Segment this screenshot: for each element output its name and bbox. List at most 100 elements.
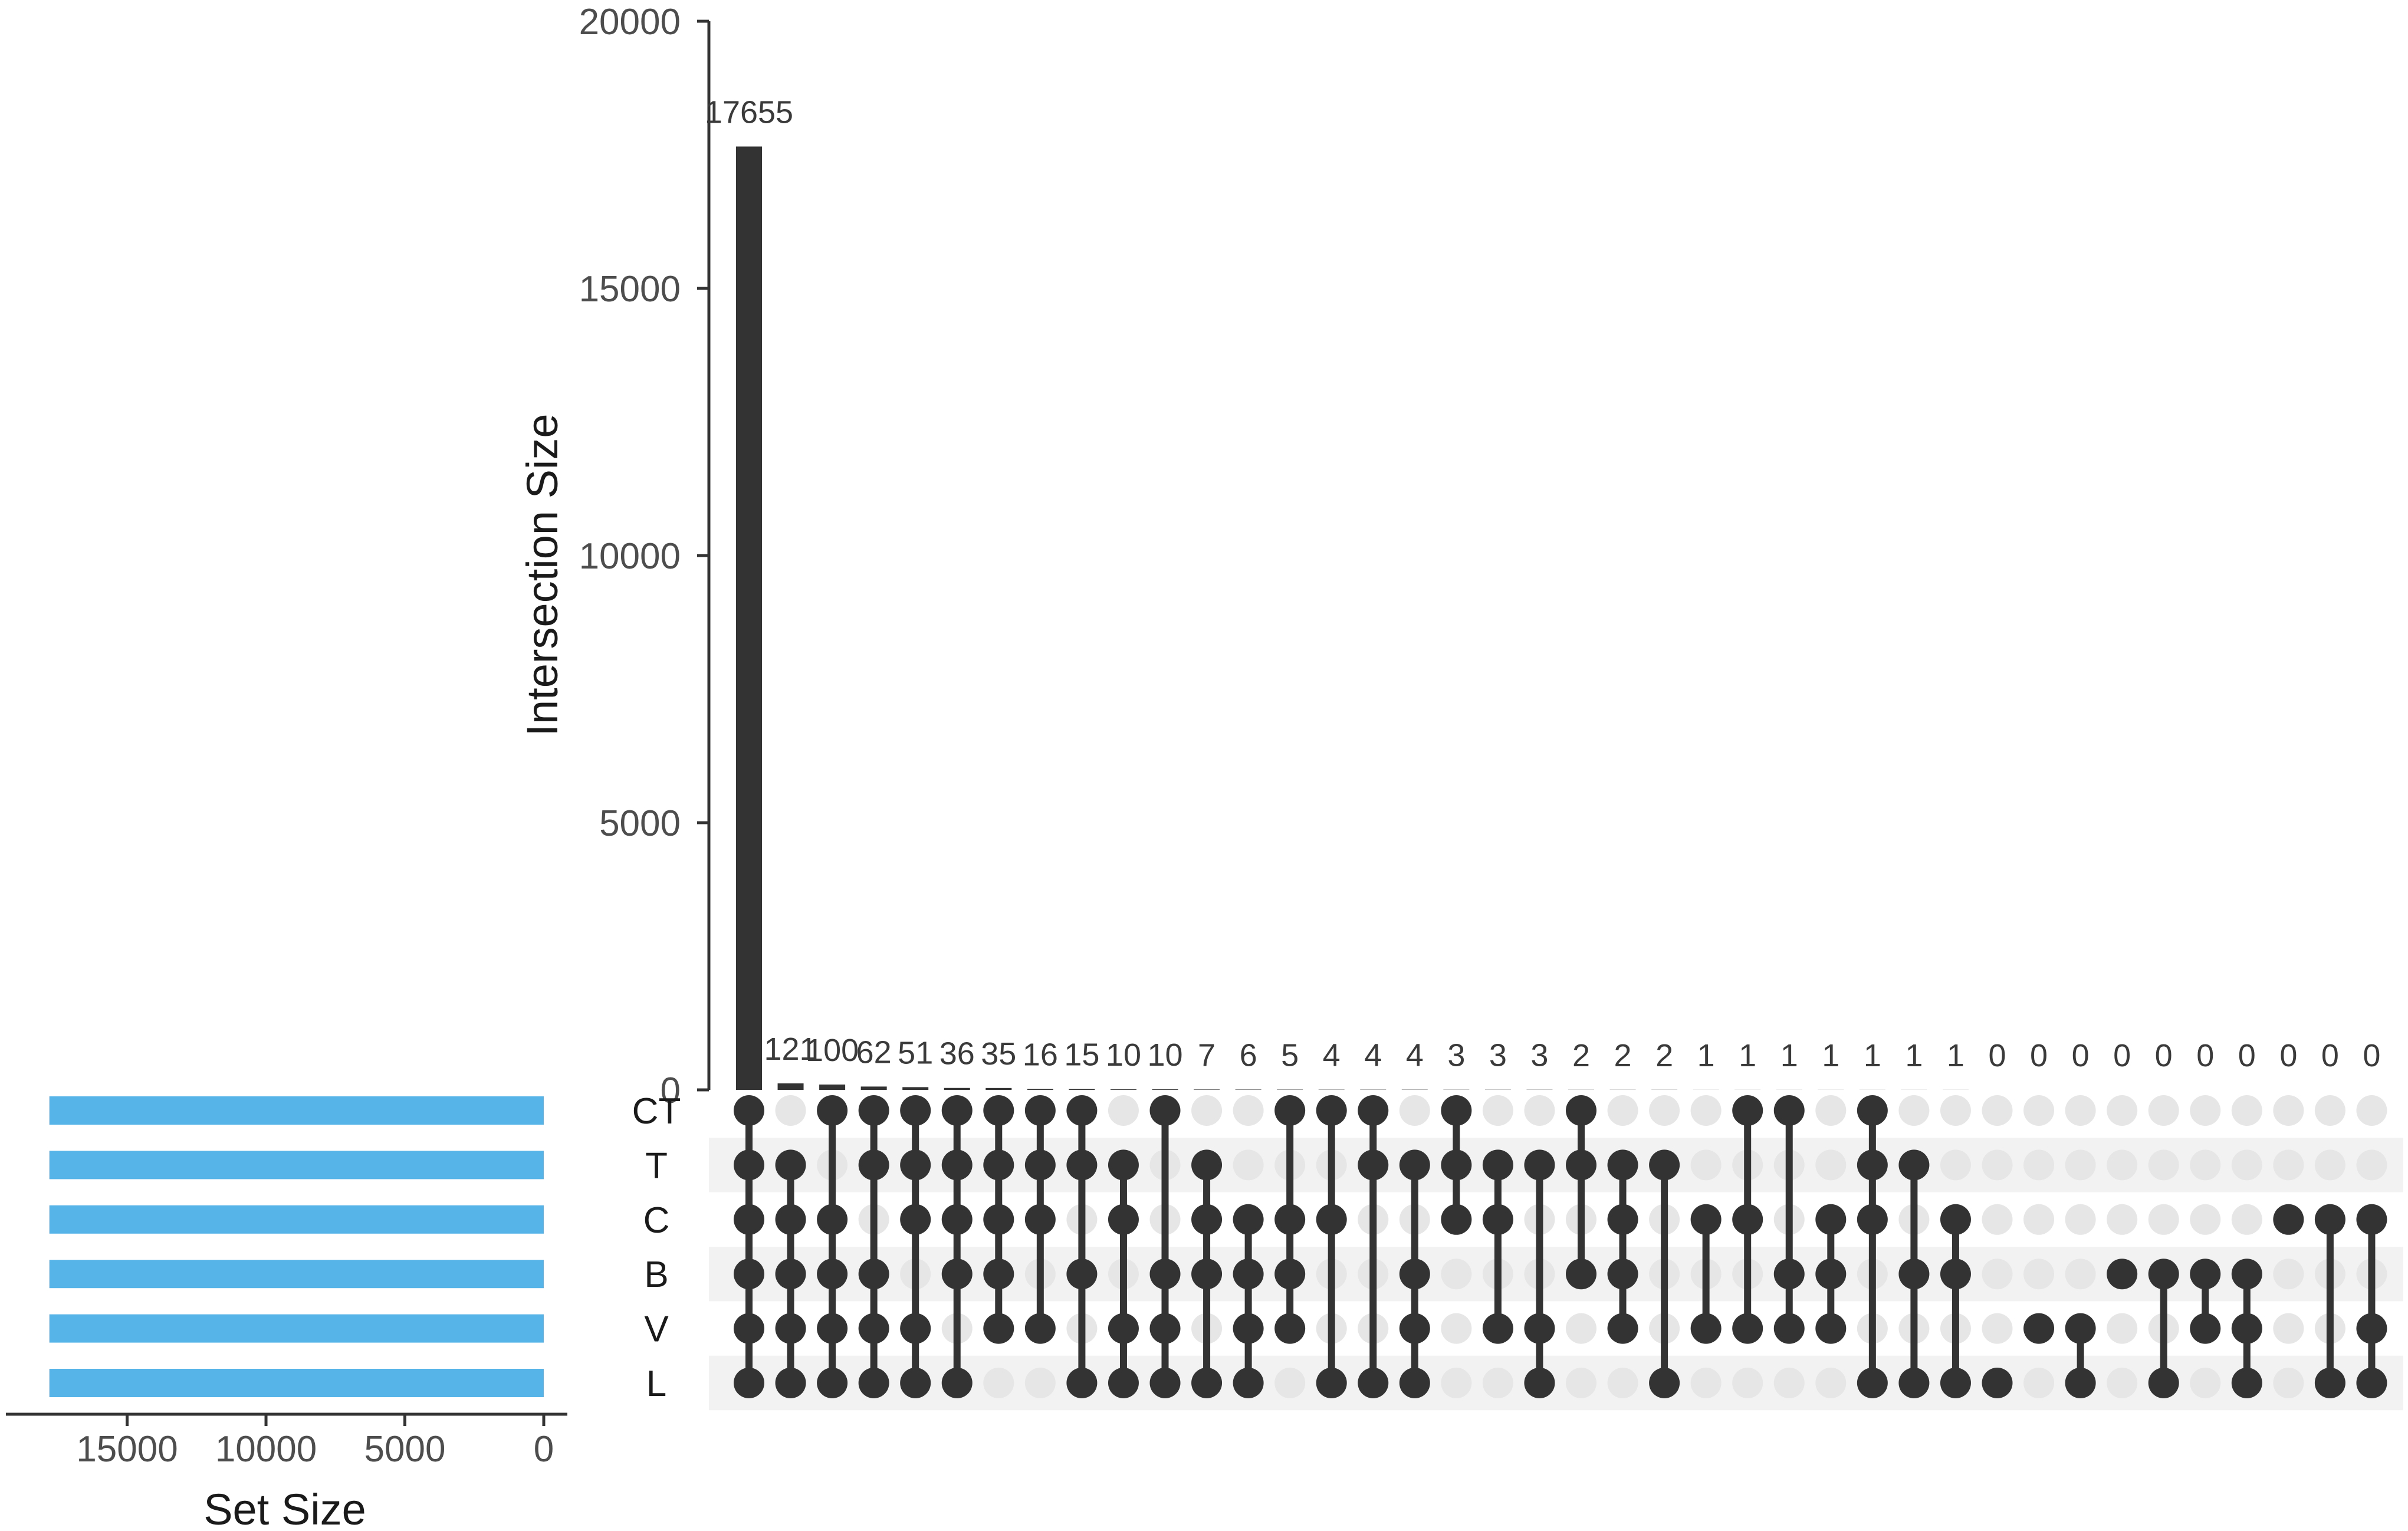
- member-dot: [1399, 1259, 1430, 1290]
- member-dot: [817, 1204, 848, 1235]
- x-tick-label: 5000: [364, 1429, 446, 1470]
- member-dot: [734, 1204, 764, 1235]
- intersection-value-label: 15: [1064, 1037, 1099, 1073]
- member-dot: [1024, 1149, 1056, 1181]
- member-dot: [1898, 1149, 1930, 1181]
- set-size-bar-b: [49, 1260, 544, 1289]
- empty-dot: [1690, 1368, 1722, 1398]
- empty-dot: [1607, 1368, 1638, 1398]
- member-dot: [1773, 1313, 1805, 1344]
- member-dot: [734, 1368, 764, 1398]
- intersection-value-label: 4: [1364, 1038, 1382, 1073]
- member-dot: [734, 1095, 764, 1126]
- member-dot: [1024, 1204, 1056, 1235]
- member-dot: [900, 1149, 931, 1181]
- empty-dot: [1815, 1149, 1847, 1181]
- empty-dot: [1441, 1368, 1472, 1398]
- member-dot: [1108, 1204, 1139, 1235]
- member-dot: [858, 1259, 889, 1290]
- empty-dot: [1940, 1095, 1971, 1126]
- member-dot: [900, 1368, 931, 1398]
- intersection-value-label: 0: [2155, 1038, 2173, 1073]
- empty-dot: [2023, 1095, 2055, 1126]
- member-dot: [1316, 1368, 1347, 1398]
- empty-dot: [1482, 1095, 1513, 1126]
- member-dot: [858, 1368, 889, 1398]
- empty-dot: [2231, 1204, 2262, 1235]
- empty-dot: [1566, 1368, 1596, 1398]
- member-dot: [817, 1368, 848, 1398]
- member-dot: [1441, 1149, 1472, 1181]
- intersection-bar: [944, 1088, 970, 1090]
- member-dot: [1566, 1259, 1596, 1290]
- member-dot: [1649, 1368, 1680, 1398]
- empty-dot: [2148, 1204, 2179, 1235]
- member-dot: [1358, 1149, 1389, 1181]
- member-dot: [1815, 1313, 1847, 1344]
- intersection-value-label: 62: [856, 1034, 892, 1070]
- member-dot: [1233, 1313, 1264, 1344]
- member-dot: [1898, 1368, 1930, 1398]
- member-dot: [1024, 1095, 1056, 1126]
- member-dot: [1482, 1149, 1513, 1181]
- member-dot: [1274, 1204, 1306, 1235]
- member-dot: [1108, 1368, 1139, 1398]
- member-dot: [2231, 1259, 2262, 1290]
- member-dot: [900, 1095, 931, 1126]
- intersection-size-axis: 0 5000 10000 15000 20000: [579, 2, 711, 1111]
- set-name-b: B: [644, 1254, 668, 1295]
- set-name-ct: CT: [632, 1091, 681, 1132]
- member-dot: [1524, 1313, 1555, 1344]
- member-dot: [1399, 1149, 1430, 1181]
- empty-dot: [2273, 1095, 2304, 1126]
- set-size-bar-c: [49, 1205, 544, 1234]
- member-dot: [1233, 1204, 1264, 1235]
- intersection-value-label: 6: [1240, 1037, 1257, 1073]
- member-dot: [1566, 1095, 1596, 1126]
- member-dot: [1982, 1368, 2013, 1398]
- empty-dot: [2065, 1259, 2096, 1290]
- intersection-bar: [985, 1088, 1012, 1090]
- empty-dot: [2107, 1368, 2138, 1398]
- intersection-bar: [902, 1087, 929, 1090]
- y-tick-label: 0: [661, 1070, 681, 1111]
- member-dot: [1066, 1095, 1098, 1126]
- set-name-c: C: [643, 1200, 670, 1241]
- member-dot: [1149, 1095, 1181, 1126]
- member-dot: [1857, 1204, 1888, 1235]
- intersection-bar: [1194, 1089, 1220, 1090]
- member-dot: [775, 1368, 806, 1398]
- member-dot: [2065, 1368, 2096, 1398]
- member-dot: [1524, 1149, 1555, 1181]
- member-dot: [1607, 1149, 1638, 1181]
- y-tick-label: 20000: [579, 2, 681, 42]
- member-dot: [2107, 1259, 2138, 1290]
- intersection-bar: [1069, 1089, 1095, 1090]
- member-dot: [734, 1149, 764, 1181]
- empty-dot: [2190, 1204, 2221, 1235]
- member-dot: [858, 1095, 889, 1126]
- member-dot: [1358, 1095, 1389, 1126]
- member-dot: [817, 1259, 848, 1290]
- member-dot: [734, 1313, 764, 1344]
- set-size-axis: 15000 10000 5000 0: [6, 1412, 567, 1470]
- member-dot: [775, 1204, 806, 1235]
- empty-dot: [2356, 1149, 2387, 1181]
- member-dot: [2190, 1313, 2221, 1344]
- member-dot: [1690, 1204, 1722, 1235]
- member-dot: [941, 1095, 973, 1126]
- member-dot: [1940, 1204, 1971, 1235]
- intersection-bar: [1152, 1089, 1178, 1090]
- empty-dot: [1233, 1149, 1264, 1181]
- member-dot: [2190, 1259, 2221, 1290]
- intersection-value-label: 1: [1905, 1038, 1923, 1073]
- member-dot: [1732, 1204, 1763, 1235]
- intersection-value-label: 0: [2030, 1038, 2048, 1073]
- member-dot: [1191, 1204, 1223, 1235]
- empty-dot: [2273, 1149, 2304, 1181]
- intersection-value-label: 1: [1697, 1038, 1715, 1073]
- member-dot: [941, 1149, 973, 1181]
- empty-dot: [2023, 1259, 2055, 1290]
- empty-dot: [2065, 1095, 2096, 1126]
